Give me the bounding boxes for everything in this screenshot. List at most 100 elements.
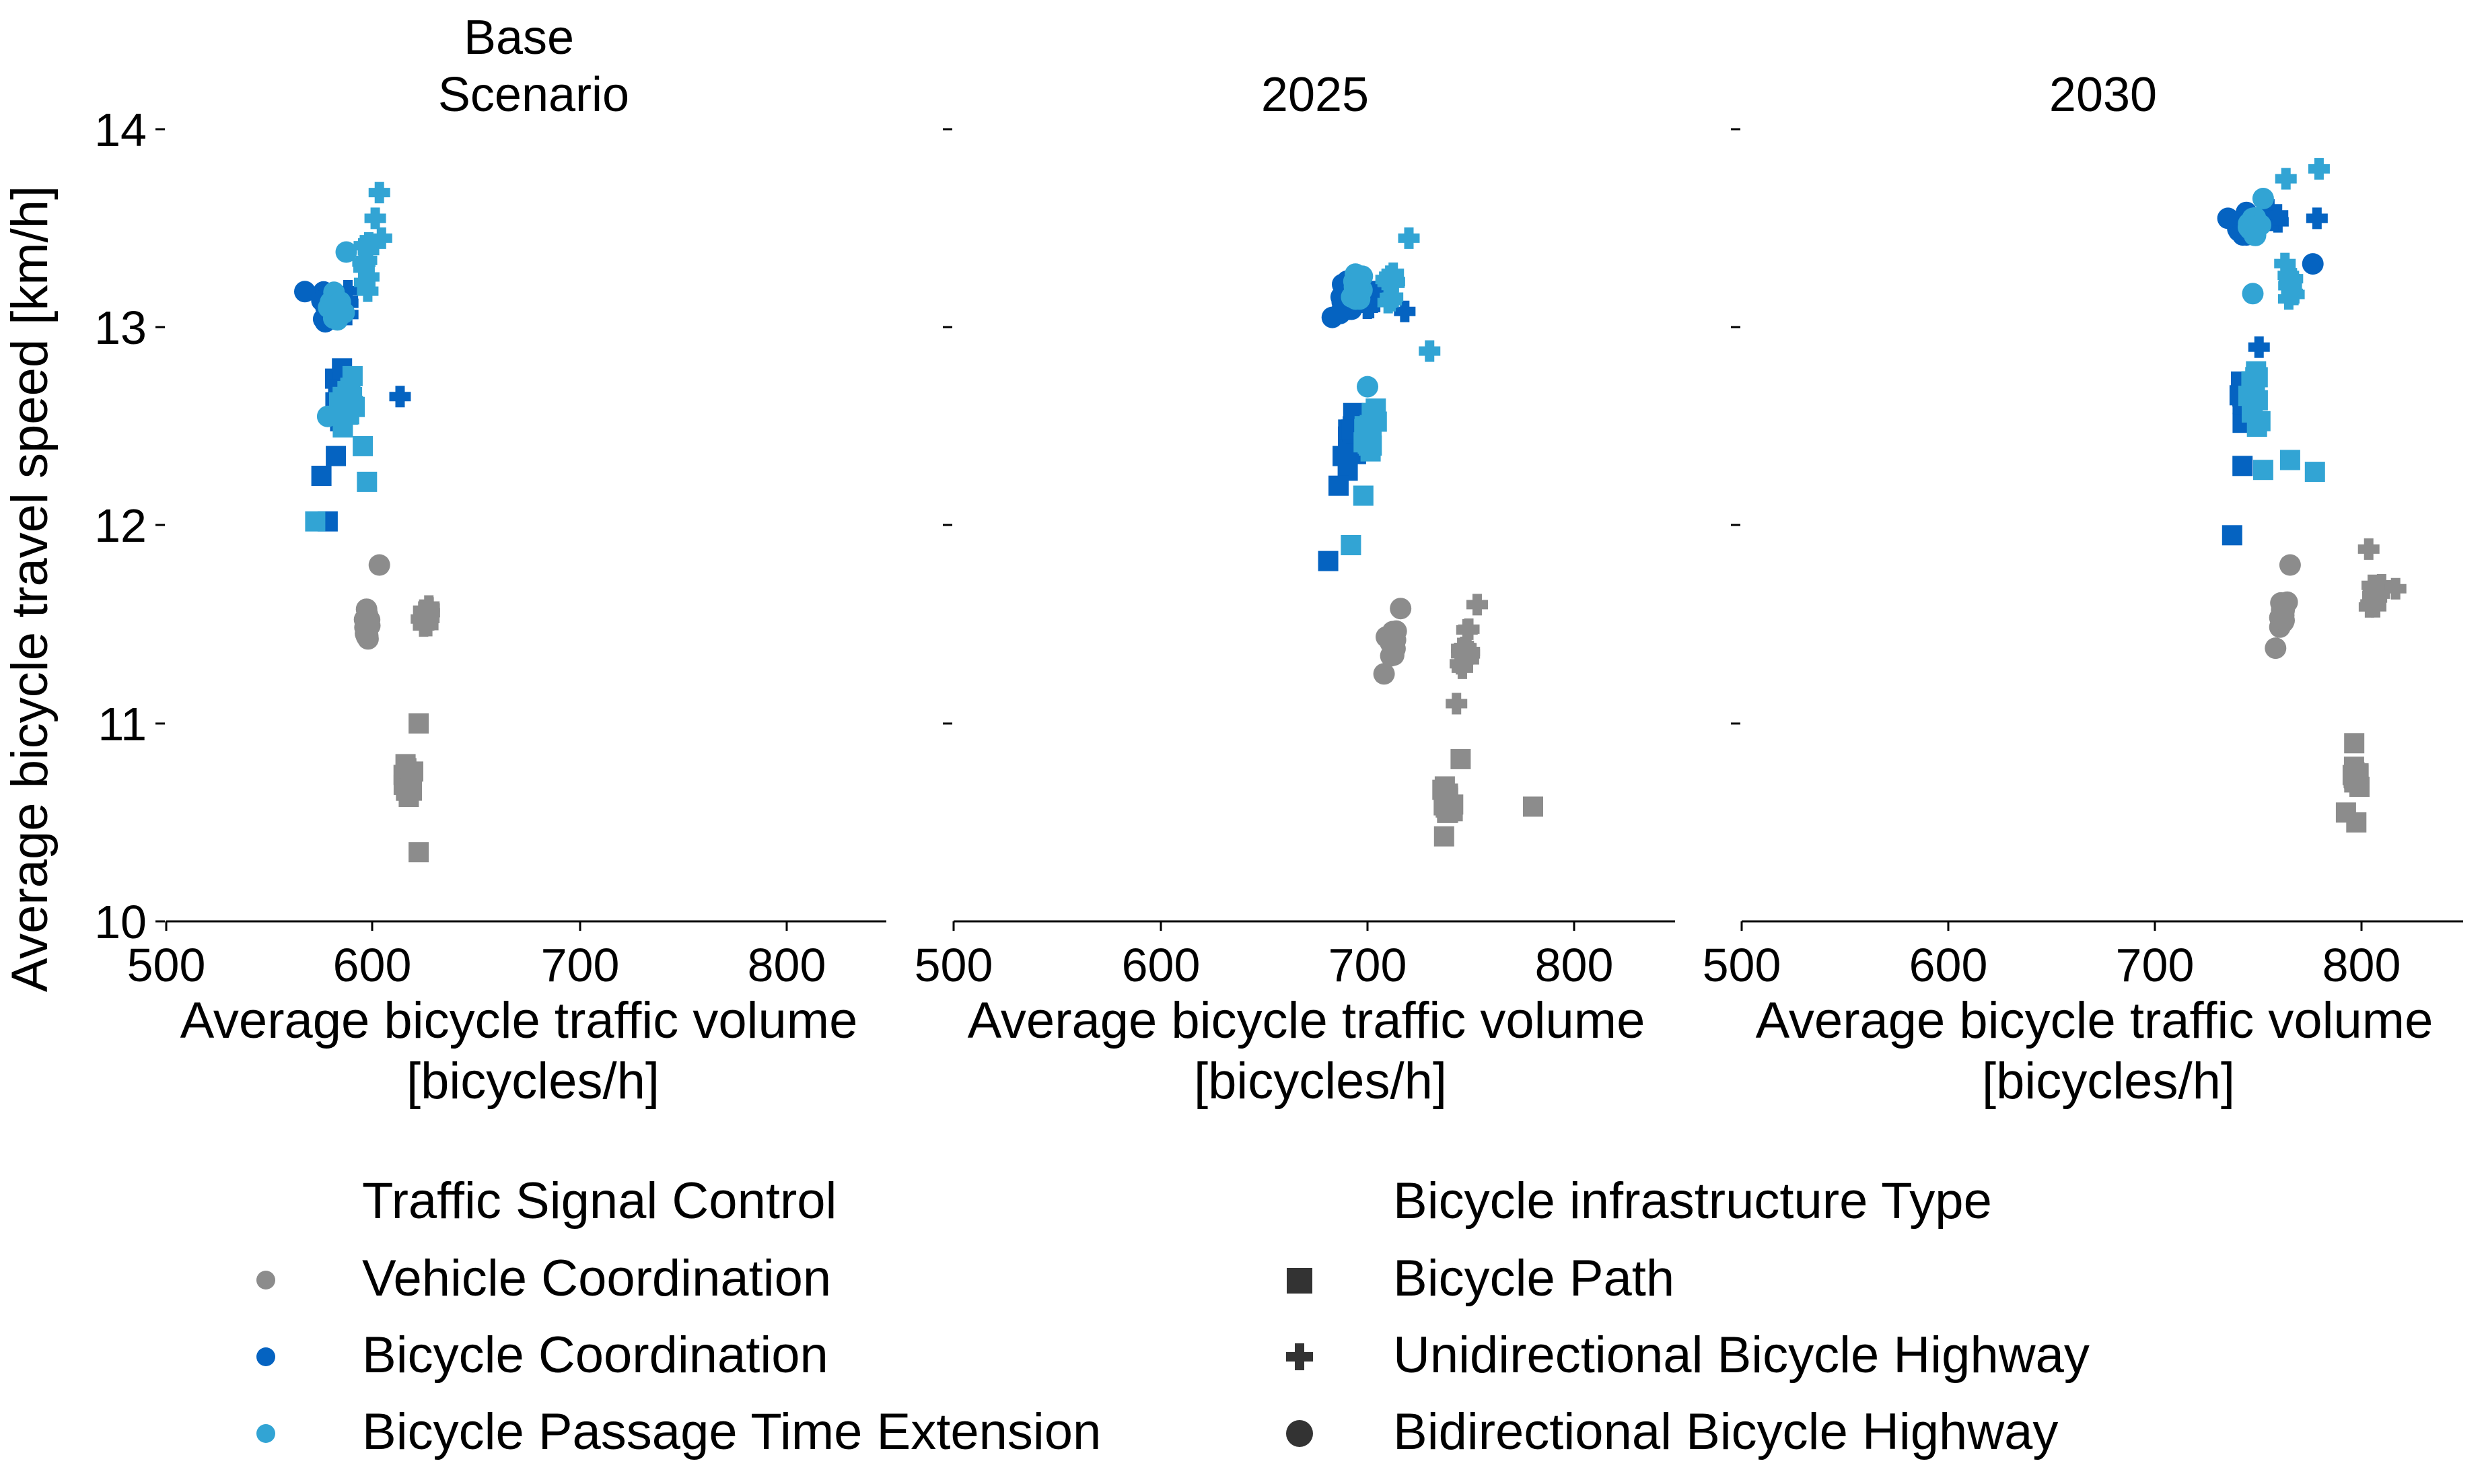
data-point-circle [2265, 637, 2287, 660]
data-point-plus [2306, 207, 2328, 229]
y-axis [1731, 128, 1740, 725]
data-point-square [1357, 433, 1378, 454]
data-point-circle [1321, 306, 1343, 328]
x-tick-label: 600 [1909, 939, 1988, 991]
data-point-plus [2357, 538, 2380, 560]
data-point-plus [1458, 618, 1480, 640]
legend-infrastructure-type: Bicycle infrastructure Type Bicycle Path… [1286, 1172, 2090, 1460]
plot-area [2217, 157, 2407, 833]
circle-marker-icon [1286, 1420, 1313, 1447]
data-point-plus [1450, 653, 1472, 675]
data-point-plus [2248, 336, 2270, 358]
data-point-circle [2302, 253, 2324, 275]
data-point-plus [2279, 268, 2301, 290]
data-point-plus [1446, 693, 1468, 715]
square-marker-icon [1287, 1268, 1312, 1294]
data-point-square [1450, 748, 1471, 769]
legend-label: Bicycle Coordination [362, 1327, 828, 1384]
data-point-plus [1419, 340, 1441, 362]
data-point-circle [1380, 645, 1402, 667]
x-tick-label: 800 [2322, 939, 2401, 991]
data-point-square [2242, 397, 2263, 418]
data-point-square [2279, 450, 2300, 470]
panel-title-line2: Scenario [438, 68, 629, 122]
plus-marker-icon [1286, 1343, 1313, 1370]
x-axis-label-line2: [bicycles/h] [1194, 1053, 1447, 1110]
y-tick-label: 13 [94, 302, 147, 354]
data-point-square [311, 466, 332, 486]
x-axis: 500 600 700 800 [127, 920, 886, 991]
data-point-square [353, 435, 374, 456]
y-axis [943, 128, 952, 725]
data-point-plus [353, 235, 376, 257]
data-point-square [340, 378, 361, 398]
panel-title-line1: 2025 [1261, 68, 1369, 122]
legend-signal-control: Traffic Signal Control Vehicle Coordinat… [256, 1172, 1101, 1460]
legend-marker-bicycle-passage-time-extension [256, 1424, 275, 1443]
data-point-square [396, 758, 417, 779]
data-point-plus [2267, 204, 2289, 226]
x-axis-label-line2: [bicycles/h] [406, 1053, 660, 1110]
data-point-square [2252, 460, 2273, 481]
data-point-square [1366, 411, 1387, 432]
data-point-square [357, 471, 378, 492]
y-tick-label: 12 [94, 499, 147, 552]
data-point-plus [1377, 291, 1399, 314]
data-point-circle [2250, 214, 2271, 236]
legend-title: Traffic Signal Control [362, 1172, 837, 1230]
x-axis-label-line1: Average bicycle traffic volume [1756, 992, 2434, 1049]
data-point-square [1318, 551, 1339, 571]
data-point-square [1341, 535, 1361, 555]
data-point-square [2304, 462, 2325, 483]
data-point-square [1523, 796, 1543, 817]
data-point-plus [364, 207, 386, 229]
x-tick-label: 700 [2116, 939, 2195, 991]
data-point-plus [355, 249, 378, 271]
x-tick-label: 700 [541, 939, 620, 991]
data-point-circle [1373, 663, 1395, 685]
data-point-plus [415, 611, 437, 633]
data-point-square [1328, 475, 1349, 496]
x-axis-label-line1: Average bicycle traffic volume [180, 992, 858, 1049]
data-point-circle [2242, 283, 2264, 305]
data-point-square [2222, 525, 2242, 546]
y-tick-label: 14 [94, 104, 147, 156]
data-point-plus [1362, 283, 1384, 305]
x-axis-label-line1: Average bicycle traffic volume [968, 992, 1645, 1049]
data-point-circle [2273, 604, 2295, 627]
data-point-plus [357, 280, 379, 302]
data-point-plus [370, 227, 392, 249]
x-axis: 500 600 700 800 [915, 920, 1675, 991]
panel-title-line1: 2030 [2049, 68, 2157, 122]
data-point-circle [2279, 554, 2301, 576]
y-axis-label: Average bicycle travel speed [km/h] [1, 186, 59, 992]
x-tick-label: 600 [333, 939, 412, 991]
y-tick-label: 11 [98, 698, 147, 750]
x-tick-label: 800 [1535, 939, 1614, 991]
data-point-circle [1382, 621, 1404, 643]
y-axis: 14 13 12 11 10 [94, 104, 165, 948]
panel-title-line1: Base [464, 11, 574, 65]
legend-marker-bicycle-coordination [256, 1347, 275, 1366]
legend-label: Bicycle Passage Time Extension [362, 1403, 1101, 1460]
data-point-circle [335, 241, 357, 263]
x-tick-label: 500 [915, 939, 993, 991]
data-point-plus [2384, 577, 2407, 600]
data-point-square [1333, 446, 1353, 466]
x-tick-label: 500 [1703, 939, 1781, 991]
legend-label: Bicycle Path [1393, 1250, 1674, 1307]
data-point-plus [2308, 157, 2330, 180]
data-point-plus [1375, 269, 1397, 291]
data-point-circle [316, 405, 339, 427]
data-point-circle [354, 608, 376, 631]
x-axis: 500 600 700 800 [1703, 920, 2463, 991]
plot-area [1318, 227, 1543, 847]
plot-area [294, 182, 440, 863]
x-tick-label: 500 [127, 939, 206, 991]
legend-label: Bidirectional Bicycle Highway [1393, 1403, 2058, 1460]
data-point-circle [294, 281, 316, 303]
panel-2025: 2025 500 600 700 800 Average bicycle tra… [915, 68, 1675, 1110]
legend-label: Unidirectional Bicycle Highway [1393, 1327, 2090, 1384]
data-point-circle [1349, 270, 1371, 292]
